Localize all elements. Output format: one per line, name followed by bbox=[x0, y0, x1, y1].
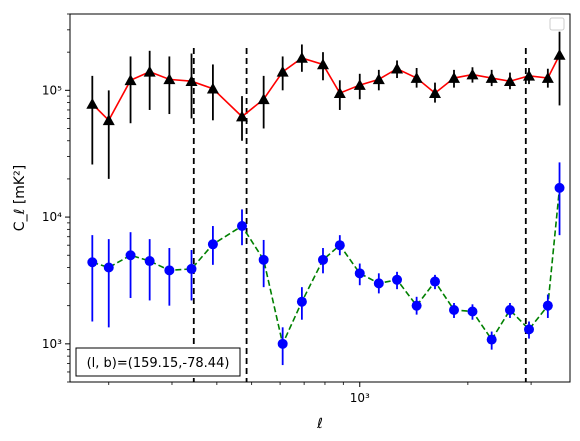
series-1-point-14 bbox=[353, 79, 366, 90]
series-1-point-15 bbox=[372, 73, 385, 85]
series-2-point-3 bbox=[125, 250, 136, 261]
series-1-point-6 bbox=[185, 75, 198, 87]
series-1-point-18 bbox=[428, 87, 441, 98]
series-1-point-3 bbox=[124, 74, 137, 86]
series-1-point-23 bbox=[523, 69, 536, 81]
series-2-point-6 bbox=[186, 263, 197, 274]
series-2-point-17 bbox=[411, 300, 422, 311]
series-1-point-8 bbox=[236, 110, 249, 122]
series-1-point-19 bbox=[448, 72, 461, 83]
series-1-point-7 bbox=[206, 82, 219, 94]
series-2-point-23 bbox=[524, 324, 535, 335]
series-2-point-22 bbox=[504, 304, 515, 315]
series-1-point-20 bbox=[466, 68, 479, 80]
series-2-point-9 bbox=[258, 254, 269, 265]
series-2-point-18 bbox=[429, 276, 440, 287]
series-1-point-5 bbox=[163, 73, 176, 85]
y-tick-label-2: 10⁴ bbox=[42, 210, 62, 224]
series-1-point-2 bbox=[102, 114, 115, 126]
x-tick-label-1: 10³ bbox=[350, 391, 370, 405]
series-1-point-10 bbox=[276, 65, 289, 77]
series-1-point-11 bbox=[295, 51, 308, 63]
series-2-point-8 bbox=[237, 221, 248, 232]
series-1-point-22 bbox=[503, 75, 516, 87]
series-2-point-1 bbox=[87, 257, 98, 268]
series-1-point-17 bbox=[410, 72, 423, 83]
annotation-box: (l, b)=(159.15,-78.44) bbox=[75, 347, 241, 377]
series-2-point-12 bbox=[317, 254, 328, 265]
series-1-point-9 bbox=[257, 93, 270, 105]
series-1-point-1 bbox=[86, 97, 99, 109]
series-2-point-24 bbox=[542, 300, 553, 311]
series-1-point-4 bbox=[143, 65, 156, 77]
y-tick-label-3: 10⁵ bbox=[42, 83, 62, 97]
series-2-point-21 bbox=[486, 334, 497, 345]
series-2-point-13 bbox=[334, 240, 345, 251]
series-2-point-4 bbox=[144, 256, 155, 267]
y-tick-label-1: 10³ bbox=[42, 337, 62, 351]
series-2-point-16 bbox=[392, 274, 403, 285]
series-2-point-5 bbox=[164, 265, 175, 276]
series-1-point-21 bbox=[485, 72, 498, 83]
series-2-point-25 bbox=[554, 182, 565, 193]
x-axis-label: ℓ bbox=[316, 416, 323, 432]
series-2-point-10 bbox=[277, 338, 288, 349]
series-2-point-19 bbox=[449, 304, 460, 315]
series-2-point-14 bbox=[354, 268, 365, 279]
series-2-point-20 bbox=[467, 306, 478, 317]
series-1-point-25 bbox=[553, 48, 566, 60]
series-2-point-2 bbox=[103, 262, 114, 273]
series-1-point-12 bbox=[316, 58, 329, 70]
series-1-point-13 bbox=[333, 87, 346, 98]
plot-frame bbox=[69, 13, 571, 383]
series-2-point-11 bbox=[296, 296, 307, 307]
series-1-point-24 bbox=[541, 72, 554, 83]
legend-box bbox=[549, 17, 565, 31]
legend bbox=[549, 17, 565, 31]
series-2-point-7 bbox=[207, 239, 218, 250]
annotation-text: (l, b)=(159.15,-78.44) bbox=[87, 356, 230, 371]
series-1-point-16 bbox=[391, 62, 404, 74]
series-2-point-15 bbox=[373, 278, 384, 289]
y-axis-label: C_ℓ [mK²] bbox=[12, 165, 28, 231]
